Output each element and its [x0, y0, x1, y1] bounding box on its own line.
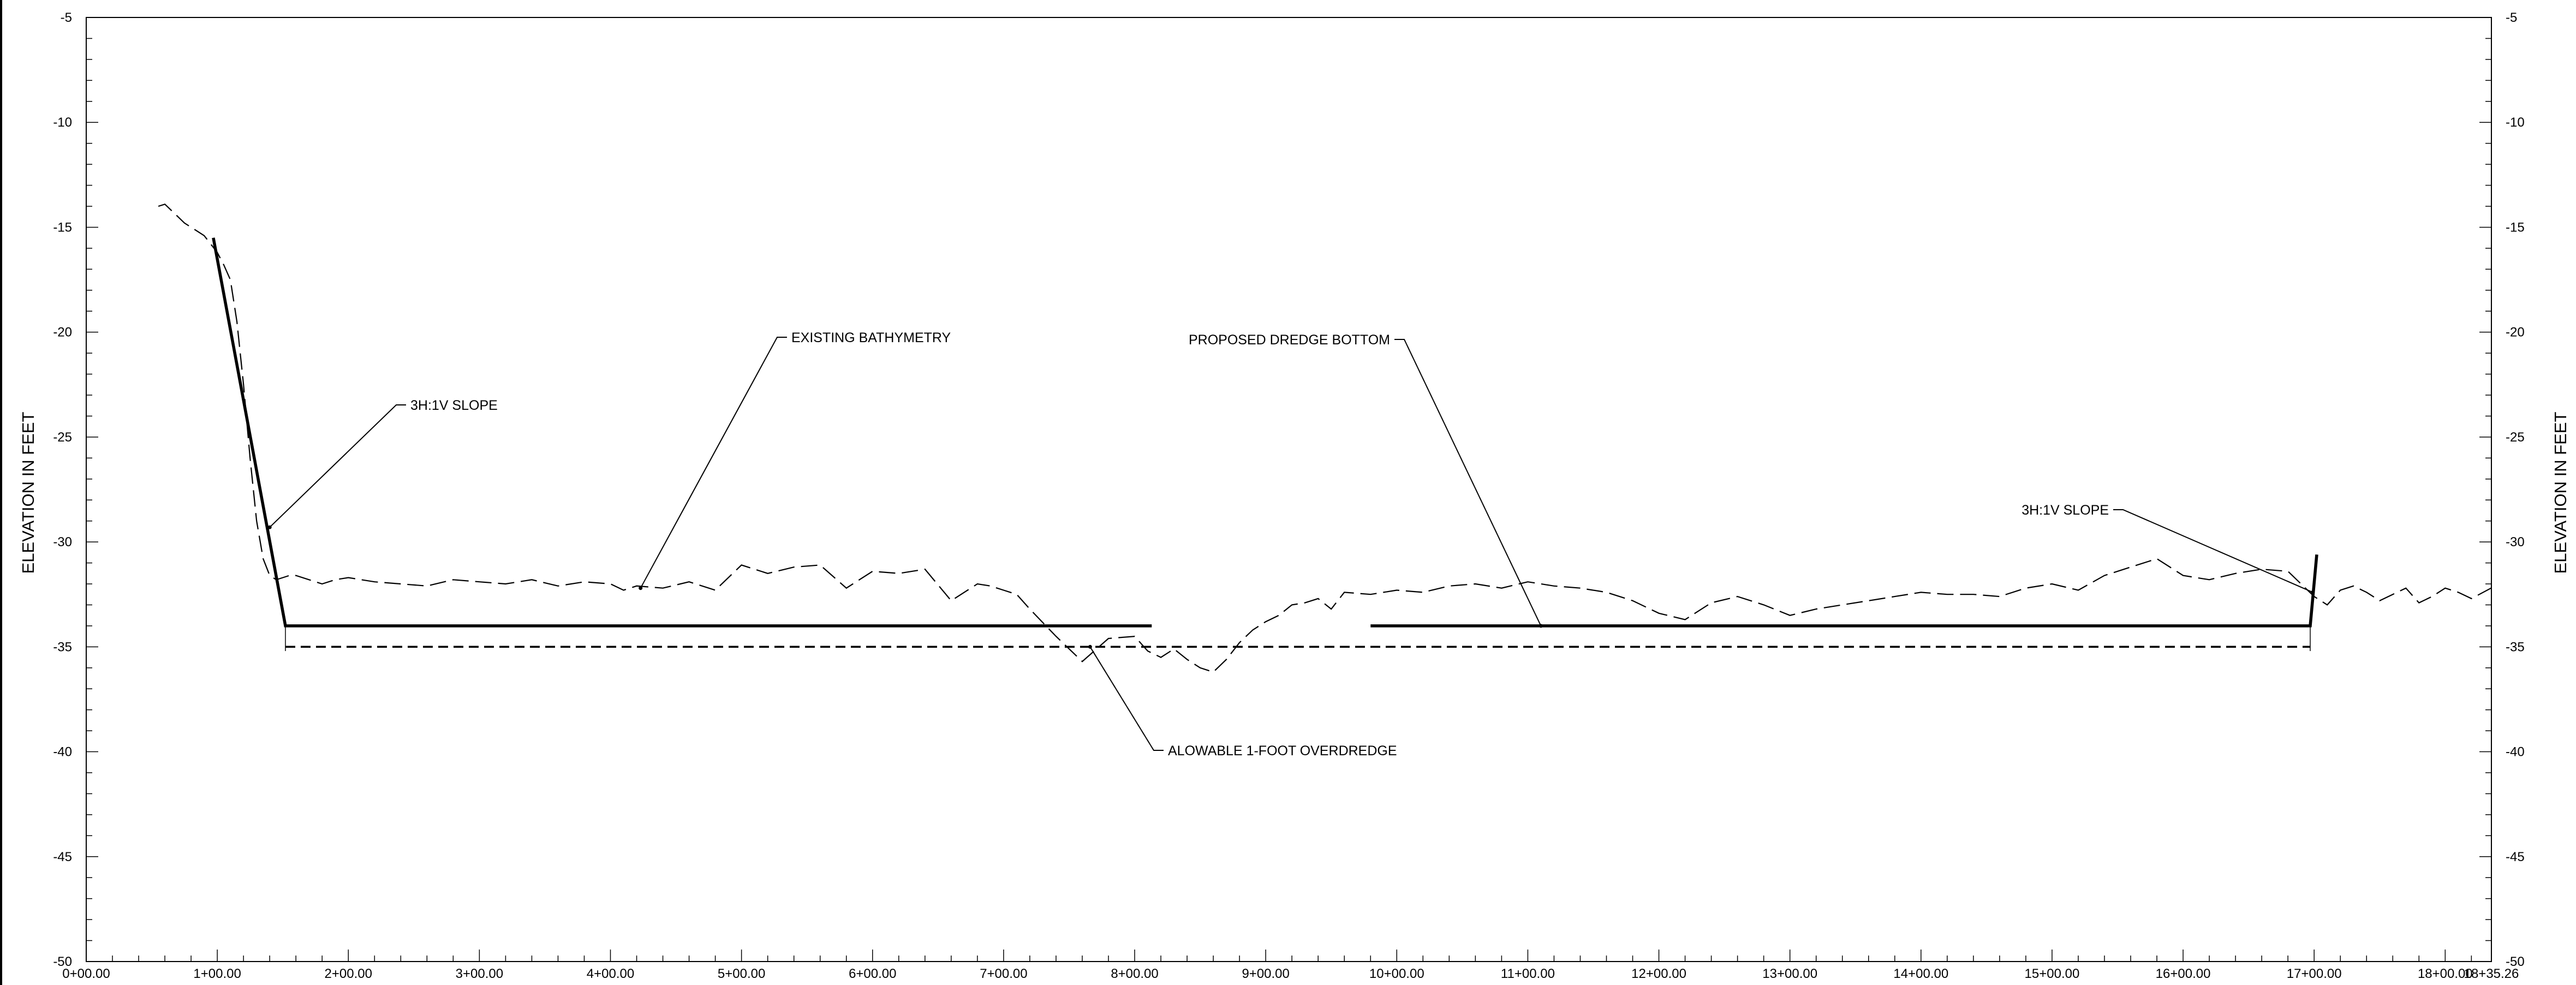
x-tick-label: 10+00.00	[1369, 966, 1424, 981]
y-tick-label-right: -20	[2506, 325, 2525, 340]
x-tick-label: 17+00.00	[2287, 966, 2342, 981]
annotation-arrowhead	[267, 525, 272, 529]
annotation-arrowhead	[2311, 590, 2315, 594]
y-tick-label-left: -20	[53, 325, 72, 340]
x-tick-label: 7+00.00	[980, 966, 1027, 981]
plot-border	[86, 17, 2492, 962]
annotation-label: ALOWABLE 1-FOOT OVERDREDGE	[1168, 743, 1397, 759]
y-tick-label-left: -50	[53, 954, 72, 969]
x-tick-label: 15+00.00	[2025, 966, 2080, 981]
y-tick-label-left: -5	[61, 10, 72, 25]
x-tick-label: 9+00.00	[1242, 966, 1289, 981]
y-tick-label-right: -30	[2506, 535, 2525, 550]
axis-ticks: -5 -5 -10 -10 -15 -15 -20 -20 -25 -25 -30 -30 -35 -35…	[53, 10, 2524, 981]
plot-frame	[86, 17, 2492, 962]
y-tick-label-right: -15	[2506, 220, 2525, 235]
y-tick-label-right: -5	[2506, 10, 2517, 25]
annotation-arrowhead	[1539, 624, 1543, 628]
profile-data	[158, 203, 2491, 673]
x-tick-label: 4+00.00	[587, 966, 634, 981]
annotation-arrowhead	[639, 586, 643, 590]
x-tick-label: 13+00.00	[1762, 966, 1817, 981]
y-tick-label-left: -30	[53, 535, 72, 550]
y-tick-label-right: -45	[2506, 850, 2525, 864]
y-axis-label-right: ELEVATION IN FEET	[2551, 412, 2570, 574]
x-tick-label: 11+00.00	[1501, 966, 1555, 981]
series-line	[212, 237, 1152, 628]
y-tick-label-left: -40	[53, 745, 72, 760]
x-tick-label: 3+00.00	[456, 966, 503, 981]
x-tick-label: 18+00.00	[2418, 966, 2473, 981]
x-tick-label: 18+35.26	[2464, 966, 2519, 981]
annotation-label: EXISTING BATHYMETRY	[791, 330, 951, 345]
y-tick-label-left: -15	[53, 220, 72, 235]
annotation-arrowhead	[1088, 644, 1092, 649]
annotation-leader	[269, 404, 406, 528]
annotation-label: 3H:1V SLOPE	[410, 398, 498, 413]
annotation-leader	[1394, 339, 1542, 626]
annotations: 3H:1V SLOPE EXISTING BATHYMETRY PROPOSED D…	[267, 330, 2315, 759]
y-tick-label-left: -10	[53, 115, 72, 130]
annotation-leader	[1089, 646, 1164, 751]
y-tick-label-right: -25	[2506, 430, 2525, 445]
x-tick-label: 12+00.00	[1631, 966, 1686, 981]
x-tick-label: 8+00.00	[1111, 966, 1158, 981]
annotation-leader	[2113, 509, 2313, 593]
y-tick-label-left: -45	[53, 850, 72, 864]
y-tick-label-right: -10	[2506, 115, 2525, 130]
x-tick-label: 6+00.00	[849, 966, 896, 981]
annotation-label: 3H:1V SLOPE	[2022, 503, 2109, 518]
annotation-label: PROPOSED DREDGE BOTTOM	[1189, 332, 1390, 348]
series-line	[158, 203, 2491, 673]
series-line	[1370, 554, 2318, 628]
x-tick-label: 0+00.00	[62, 966, 110, 981]
annotation-leader	[640, 337, 787, 589]
y-tick-label-right: -40	[2506, 745, 2525, 760]
x-tick-label: 2+00.00	[325, 966, 372, 981]
y-tick-label-left: -25	[53, 430, 72, 445]
y-tick-label-left: -35	[53, 640, 72, 654]
x-tick-label: 14+00.00	[1893, 966, 1948, 981]
y-tick-label-right: -35	[2506, 640, 2525, 654]
x-tick-label: 1+00.00	[193, 966, 241, 981]
x-tick-label: 16+00.00	[2156, 966, 2211, 981]
x-tick-label: 5+00.00	[718, 966, 765, 981]
y-axis-label-left: ELEVATION IN FEET	[19, 412, 38, 574]
y-tick-label-right: -50	[2506, 954, 2525, 969]
